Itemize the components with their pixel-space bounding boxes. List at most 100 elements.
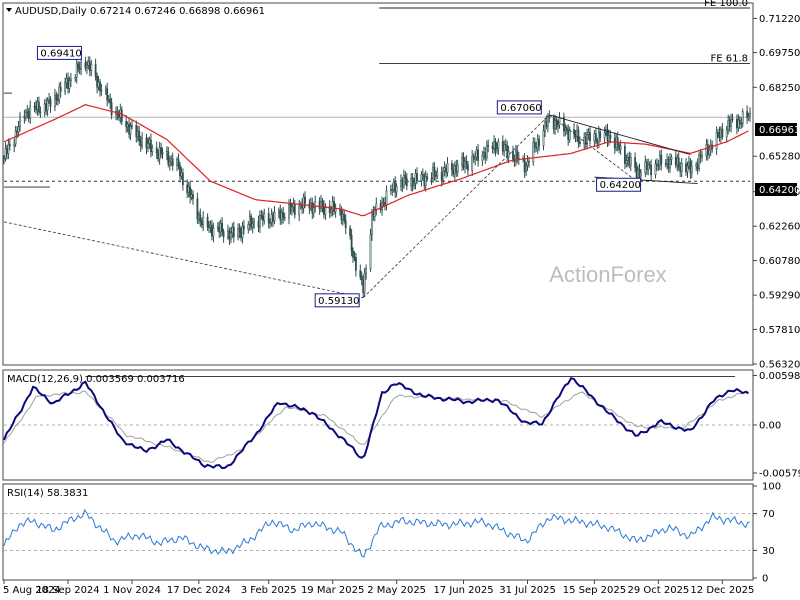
candle-body <box>382 202 385 204</box>
candle-body <box>150 139 152 153</box>
candle-body <box>237 228 240 238</box>
candle-body <box>496 148 498 151</box>
rsi-polyline <box>3 508 751 558</box>
candle-body <box>227 230 229 237</box>
dropdown-triangle-icon[interactable] <box>6 8 12 12</box>
moving-average <box>3 104 749 217</box>
rsi-tick-label: 30 <box>762 546 775 557</box>
candle-body <box>599 131 602 138</box>
y-tick-label: 0.62260 <box>759 222 800 233</box>
macd-tick-label: 0.005981 <box>759 371 800 382</box>
candle-body <box>75 63 78 78</box>
candle-body <box>434 175 437 177</box>
candle-body <box>690 166 693 174</box>
candle-body <box>106 88 109 101</box>
candle-body <box>23 115 26 119</box>
candle-body <box>65 77 68 84</box>
candle-body <box>472 155 475 160</box>
macd-main-line <box>3 377 749 470</box>
watermark: ActionForex <box>549 262 666 287</box>
candle-body <box>86 65 88 69</box>
candle-body <box>363 273 366 293</box>
candle-body <box>341 214 344 220</box>
candle-body <box>375 203 378 210</box>
x-tick-label: 12 Dec 2025 <box>690 585 754 596</box>
candle-body <box>304 196 306 204</box>
candle-body <box>334 208 337 212</box>
candle-body <box>741 111 744 124</box>
macd-axis-ticks: 0.005981 0.00 -0.00579 <box>753 371 800 479</box>
candle-body <box>263 213 266 221</box>
candle-body <box>107 99 110 101</box>
candle-body <box>352 250 354 258</box>
candle-body <box>141 137 144 147</box>
candle-body <box>491 145 494 150</box>
candle-body <box>170 158 173 163</box>
x-tick-label: 17 Jun 2025 <box>433 585 493 596</box>
candle-body <box>535 146 538 149</box>
candle-body <box>536 139 539 149</box>
candle-body <box>565 128 568 131</box>
candle-body <box>97 81 100 88</box>
candle-body <box>574 133 577 138</box>
candle-body <box>730 118 733 127</box>
candle-body <box>349 227 352 236</box>
candle-body <box>413 182 416 187</box>
candle-body <box>243 225 245 230</box>
candle-body <box>705 144 708 156</box>
lower-channel-line <box>3 221 364 299</box>
candle-body <box>548 116 551 119</box>
candle-body <box>67 77 69 89</box>
candle-body <box>70 78 72 82</box>
candle-body <box>385 190 388 206</box>
x-tick-label: 1 Nov 2024 <box>103 585 161 596</box>
candle-body <box>721 128 724 138</box>
candle-body <box>587 132 590 135</box>
x-tick-label: 29 Oct 2025 <box>627 585 689 596</box>
candle-body <box>200 220 203 226</box>
candle-body <box>404 175 407 179</box>
candle-body <box>464 160 466 168</box>
y-tick-label: 0.68250 <box>759 83 800 94</box>
candle-body <box>343 214 346 221</box>
candle-body <box>562 117 565 132</box>
candle-body <box>24 112 27 119</box>
candle-body <box>53 94 56 107</box>
candle-body <box>298 205 301 216</box>
candle-body <box>68 80 71 89</box>
candle-body <box>269 222 272 224</box>
candle-body <box>512 150 514 160</box>
candle-body <box>432 166 434 179</box>
price-label-box <box>36 45 82 60</box>
candle-body <box>96 76 99 88</box>
candle-body <box>208 226 210 228</box>
candle-body <box>555 120 558 127</box>
candle-body <box>655 163 658 166</box>
candle-body <box>84 62 87 69</box>
candle-body <box>466 164 469 171</box>
candle-body <box>157 152 160 160</box>
macd-tick-label: -0.00579 <box>759 468 800 479</box>
candle-body <box>494 141 497 151</box>
y-tick-label: 0.65280 <box>759 152 800 163</box>
candle-body <box>161 152 164 155</box>
candle-body <box>248 216 251 225</box>
candle-body <box>699 154 702 158</box>
candle-body <box>564 128 567 132</box>
candle-body <box>3 157 5 160</box>
price-label: 0.67060 <box>500 103 541 114</box>
candle-body <box>645 161 648 170</box>
candle-body <box>251 223 254 228</box>
candle-body <box>199 214 202 222</box>
candle-body <box>222 231 225 237</box>
candle-body <box>424 176 427 186</box>
candle-body <box>481 155 484 162</box>
candle-body <box>120 109 123 122</box>
candle-body <box>596 140 599 144</box>
candle-body <box>148 139 151 144</box>
candle-body <box>719 128 722 138</box>
candle-body <box>58 86 61 101</box>
y-tick-label: 0.60780 <box>759 256 800 267</box>
candle-body <box>395 185 398 193</box>
